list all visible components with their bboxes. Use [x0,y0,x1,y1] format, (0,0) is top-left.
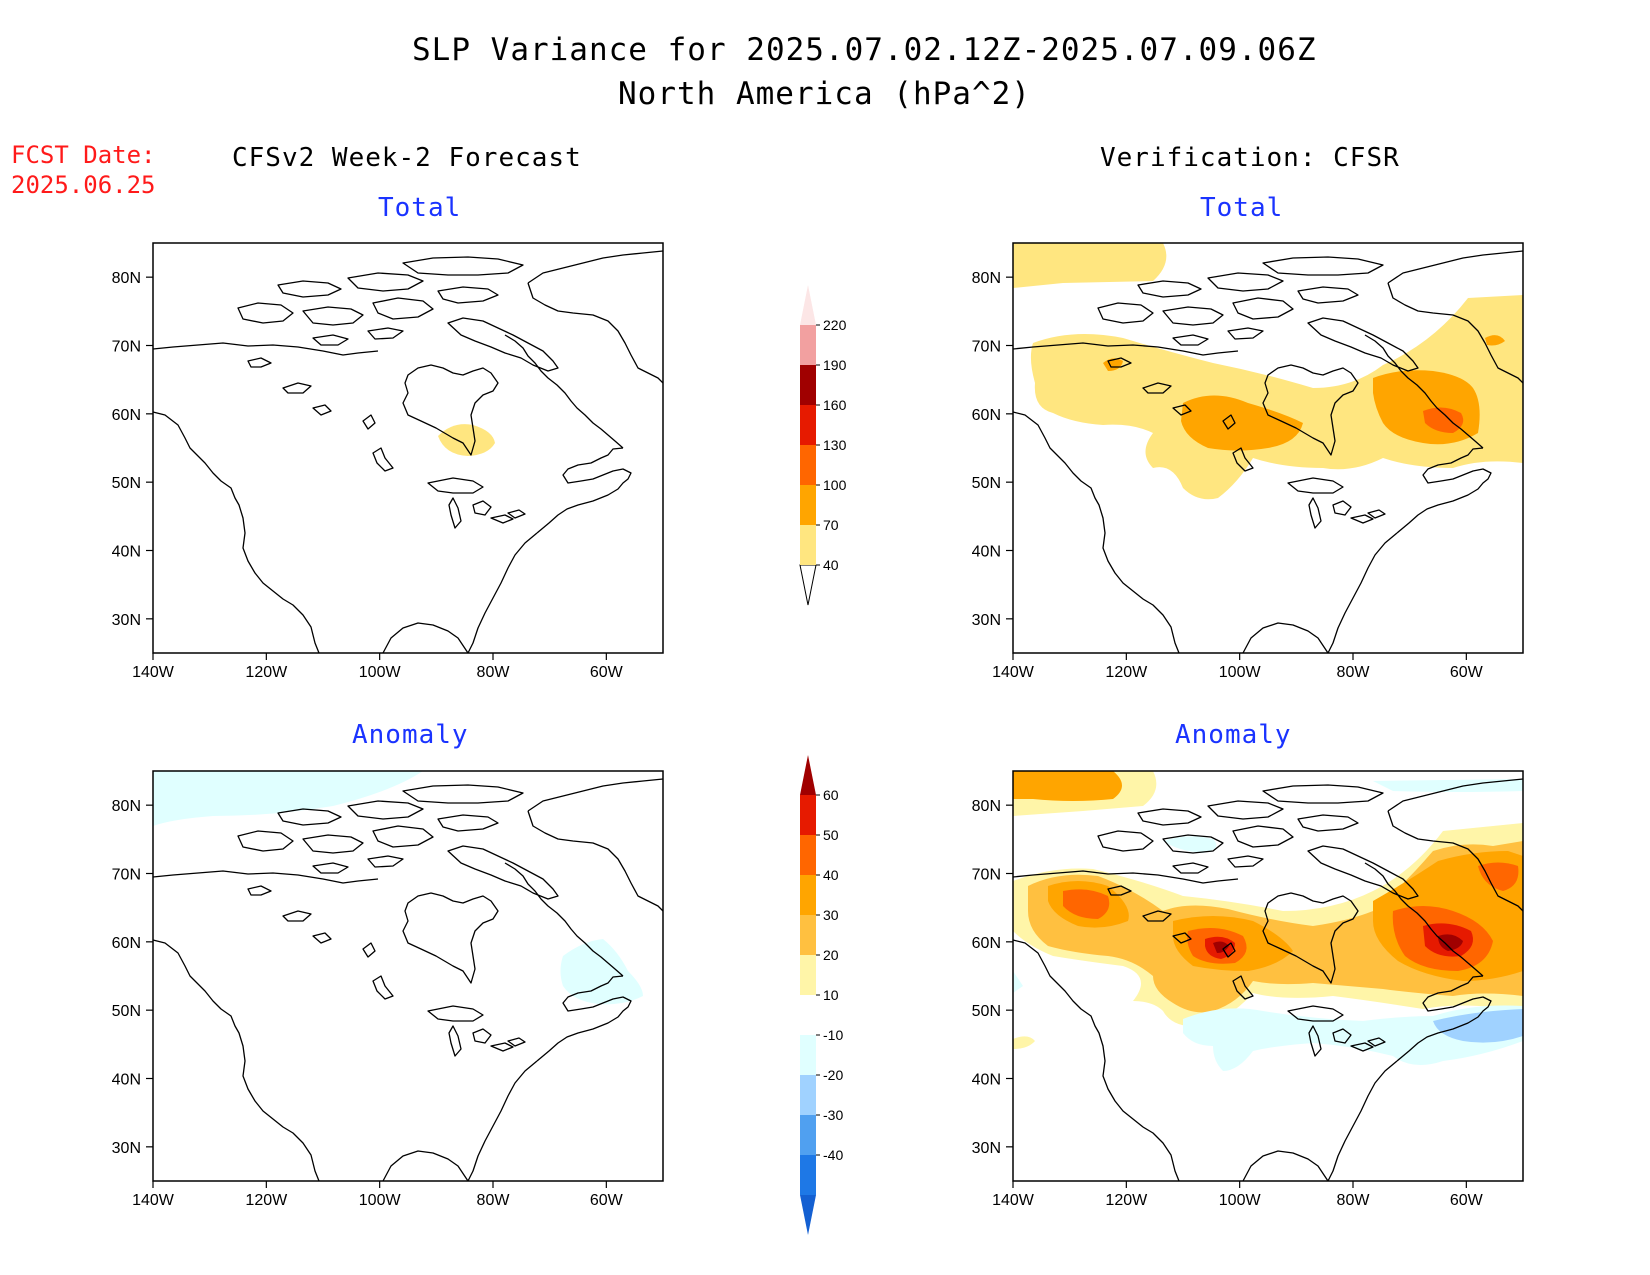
colorbar-anomaly-upper-arrow [800,755,816,795]
fcst-date-label: FCST Date: [11,141,156,169]
lon-tick-label: 60W [590,1192,624,1209]
lon-tick-label: 80W [1337,664,1371,681]
lat-tick-label: 50N [112,1003,141,1020]
lon-tick-label: 100W [359,664,402,681]
colorbar-anomaly-label: 50 [823,827,839,843]
lon-tick-label: 60W [1450,664,1484,681]
lat-tick-label: 60N [972,407,1001,424]
colorbar-total-label: 100 [823,477,847,493]
colorbar-anomaly-box [800,1155,816,1195]
column-title-forecast: CFSv2 Week-2 Forecast [232,143,582,173]
colorbar-total-upper-arrow [800,285,816,325]
lat-tick-label: 70N [972,867,1001,884]
lon-tick-label: 120W [1105,1192,1148,1209]
panel-title-verification-anomaly: Anomaly [1175,720,1292,750]
lat-tick-label: 30N [972,1140,1001,1157]
colorbar-total-label: 70 [823,517,839,533]
lon-tick-label: 140W [132,1192,175,1209]
colorbar-anomaly-label: -10 [823,1027,843,1043]
colorbar-anomaly-box [800,795,816,835]
colorbar-anomaly-box [800,1035,816,1075]
colorbar-anomaly-box [800,995,816,1035]
lon-tick-label: 100W [1219,664,1262,681]
map-forecast-anomaly [152,770,664,1182]
colorbar-anomaly-box [800,875,816,915]
colorbar-total-label: 130 [823,437,847,453]
colorbar-total-label: 160 [823,397,847,413]
map-forecast-total [152,242,664,654]
lon-tick-label: 120W [245,1192,288,1209]
lat-tick-label: 30N [112,612,141,629]
lat-tick-label: 70N [972,339,1001,356]
lon-tick-label: 80W [1337,1192,1371,1209]
colorbar-anomaly-label: 20 [823,947,839,963]
panel-title-forecast-anomaly: Anomaly [352,720,469,750]
colorbar-total-box [800,525,816,565]
lat-tick-label: 70N [112,339,141,356]
lat-tick-label: 40N [972,1072,1001,1089]
colorbar-anomaly-lower-arrow [800,1195,816,1235]
map-verification-total [1012,242,1524,654]
colorbar-anomaly-label: -30 [823,1107,843,1123]
lat-tick-label: 80N [112,798,141,815]
lon-tick-label: 120W [1105,664,1148,681]
colorbar-total-lower-arrow [799,564,817,606]
lon-tick-label: 60W [1450,1192,1484,1209]
colorbar-anomaly-label: -40 [823,1147,843,1163]
lat-tick-label: 40N [112,1072,141,1089]
colorbar-total-box [800,445,816,485]
fcst-date-value: 2025.06.25 [11,171,156,199]
colorbar-anomaly-box [800,955,816,995]
lat-tick-label: 30N [112,1140,141,1157]
colorbar-anomaly: 60 50 40 30 20 10 -10 -20 -30 -40 [800,755,843,1235]
lat-tick-label: 60N [112,935,141,952]
lat-tick-label: 50N [972,1003,1001,1020]
lat-tick-label: 50N [972,475,1001,492]
colorbar-anomaly-box [800,915,816,955]
colorbar-anomaly-label: 40 [823,867,839,883]
colorbar-anomaly-box [800,1115,816,1155]
lat-tick-label: 60N [972,935,1001,952]
colorbar-anomaly-label: 60 [823,787,839,803]
colorbar-total-box [800,365,816,405]
lat-tick-label: 30N [972,612,1001,629]
lat-tick-label: 50N [112,475,141,492]
colorbar-anomaly-box [800,1075,816,1115]
colorbar-total-box [800,325,816,365]
lat-tick-label: 40N [972,544,1001,561]
figure-subtitle: North America (hPa^2) [618,76,1031,112]
lat-tick-label: 60N [112,407,141,424]
map-verification-anomaly [1012,770,1524,1182]
map-axes: 80N 70N 60N 50N 40N 30N 140W 120W 100W 80W 60W 80N 7… [112,270,1484,1209]
lat-tick-label: 80N [112,270,141,287]
figure-title: SLP Variance for 2025.07.02.12Z-2025.07.… [412,32,1317,68]
lat-tick-label: 70N [112,867,141,884]
colorbar-total-label: 190 [823,357,847,373]
lon-tick-label: 140W [992,1192,1035,1209]
lat-tick-label: 40N [112,544,141,561]
colorbar-total-box [800,405,816,445]
lon-tick-label: 100W [1219,1192,1262,1209]
colorbar-total-label: 40 [823,557,839,573]
lon-tick-label: 80W [477,1192,511,1209]
lat-tick-label: 80N [972,798,1001,815]
lon-tick-label: 100W [359,1192,402,1209]
colorbar-anomaly-label: -20 [823,1067,843,1083]
panel-title-forecast-total: Total [378,193,462,223]
colorbar-total: 40 70 100 130 160 190 220 [799,285,847,606]
colorbar-anomaly-label: 10 [823,987,839,1003]
lon-tick-label: 140W [992,664,1035,681]
lon-tick-label: 80W [477,664,511,681]
lon-tick-label: 60W [590,664,624,681]
lat-tick-label: 80N [972,270,1001,287]
colorbar-anomaly-label: 30 [823,907,839,923]
colorbar-anomaly-box [800,835,816,875]
column-title-verification: Verification: CFSR [1100,143,1400,173]
colorbar-total-label: 220 [823,317,847,333]
panel-title-verification-total: Total [1200,193,1284,223]
colorbar-total-box [800,485,816,525]
lon-tick-label: 120W [245,664,288,681]
lon-tick-label: 140W [132,664,175,681]
